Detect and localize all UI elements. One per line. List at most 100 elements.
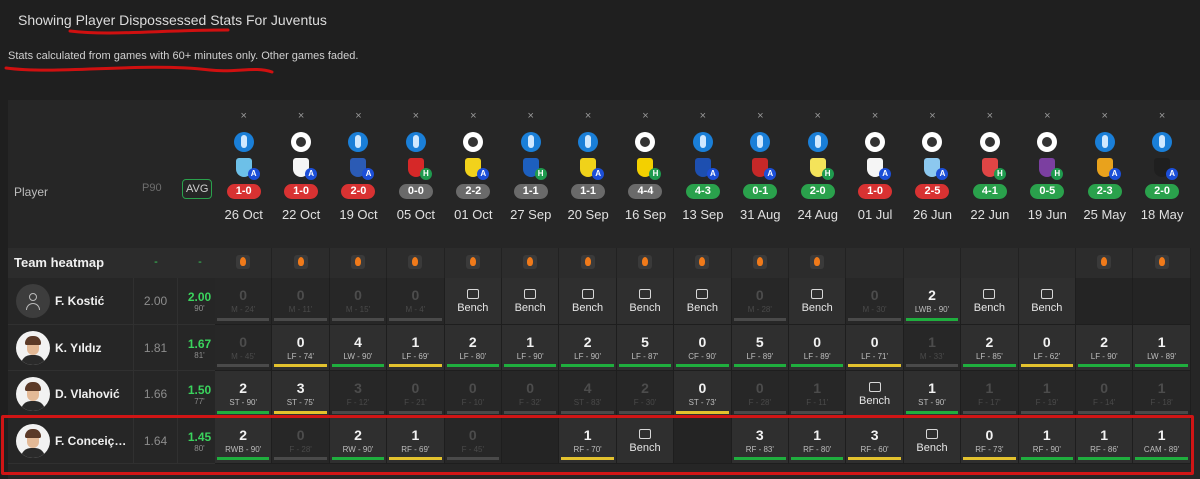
bench-cell[interactable]: Bench: [559, 278, 617, 325]
stat-cell[interactable]: 0 RF - 73': [961, 417, 1019, 464]
stat-cell[interactable]: 1 RF - 70': [559, 417, 617, 464]
player-name[interactable]: D. Vlahović: [55, 387, 120, 402]
avg-column-header[interactable]: AVG: [178, 130, 222, 248]
game-header-8[interactable]: A 4-3 13 Sep: [674, 130, 731, 248]
remove-game-0-close-icon[interactable]: ×: [240, 110, 247, 122]
team-heatmap-cell[interactable]: [1133, 248, 1191, 278]
game-header-1[interactable]: A 1-0 22 Oct: [272, 130, 329, 248]
remove-game-1-close-icon[interactable]: ×: [297, 110, 305, 122]
game-header-2[interactable]: A 2-0 19 Oct: [330, 130, 387, 248]
stat-cell[interactable]: 0 M - 11': [272, 278, 330, 325]
flame-icon[interactable]: [465, 255, 480, 269]
team-heatmap-cell[interactable]: [215, 248, 273, 278]
bench-cell[interactable]: Bench: [961, 278, 1019, 325]
flame-icon[interactable]: [752, 255, 767, 269]
stat-cell[interactable]: 1 RF - 86': [1076, 417, 1134, 464]
stat-cell[interactable]: 2 LF - 90': [559, 324, 617, 371]
bench-cell[interactable]: Bench: [502, 278, 560, 325]
bench-cell[interactable]: Bench: [444, 278, 502, 325]
game-header-6[interactable]: A 1-1 20 Sep: [559, 130, 616, 248]
team-heatmap-cell[interactable]: [387, 248, 445, 278]
remove-game-13-close-icon[interactable]: ×: [986, 110, 994, 122]
remove-game-5-close-icon[interactable]: ×: [527, 110, 534, 122]
remove-game-10-close-icon[interactable]: ×: [814, 110, 821, 122]
stat-cell[interactable]: 1 CAM - 89': [1133, 417, 1191, 464]
flame-icon[interactable]: [408, 255, 423, 269]
flame-icon[interactable]: [1097, 255, 1112, 269]
stat-cell[interactable]: 0 F - 14': [1076, 371, 1134, 418]
stat-cell[interactable]: 0 LF - 89': [789, 324, 847, 371]
stat-cell[interactable]: 1 LF - 90': [502, 324, 560, 371]
remove-game-8-close-icon[interactable]: ×: [699, 110, 707, 122]
flame-icon[interactable]: [637, 255, 652, 269]
team-heatmap-cell[interactable]: [674, 248, 732, 278]
bench-cell[interactable]: Bench: [903, 417, 962, 464]
stat-cell[interactable]: 0 F - 10': [444, 371, 502, 418]
stat-cell[interactable]: 3 RF - 83': [731, 417, 789, 464]
stat-cell[interactable]: 0 F - 28': [731, 371, 789, 418]
stat-cell[interactable]: 1 F - 18': [1133, 371, 1191, 418]
game-header-0[interactable]: A 1-0 26 Oct: [215, 130, 272, 248]
team-heatmap-cell[interactable]: [731, 248, 789, 278]
team-heatmap-cell[interactable]: [272, 248, 330, 278]
stat-cell[interactable]: 0 M - 28': [731, 278, 789, 325]
game-header-5[interactable]: H 1-1 27 Sep: [502, 130, 559, 248]
stat-cell[interactable]: 1 RF - 90': [1018, 417, 1076, 464]
stat-cell[interactable]: 1 F - 11': [789, 371, 847, 418]
p90-toggle[interactable]: P90: [142, 182, 162, 194]
stat-cell[interactable]: 2 RW - 90': [329, 417, 388, 464]
bench-cell[interactable]: Bench: [616, 278, 675, 325]
stat-cell[interactable]: 1 F - 19': [1018, 371, 1076, 418]
flame-icon[interactable]: [350, 255, 365, 269]
stat-cell[interactable]: 2 LWB - 90': [903, 278, 962, 325]
stat-cell[interactable]: 0 M - 30': [846, 278, 904, 325]
stat-cell[interactable]: 1 RF - 80': [789, 417, 847, 464]
stat-cell[interactable]: 0 M - 24': [215, 278, 273, 325]
stat-cell[interactable]: 0 CF - 90': [674, 324, 732, 371]
remove-game-4-close-icon[interactable]: ×: [470, 110, 477, 122]
p90-column-header[interactable]: P90: [134, 130, 178, 248]
stat-cell[interactable]: 4 LW - 90': [329, 324, 388, 371]
stat-cell[interactable]: 0 M - 15': [329, 278, 388, 325]
game-header-9[interactable]: A 0-1 31 Aug: [732, 130, 789, 248]
flame-icon[interactable]: [580, 255, 595, 269]
avg-toggle[interactable]: AVG: [182, 179, 213, 199]
stat-cell[interactable]: 2 ST - 90': [215, 371, 273, 418]
bench-cell[interactable]: Bench: [789, 278, 847, 325]
stat-cell[interactable]: 2 F - 30': [616, 371, 675, 418]
game-header-10[interactable]: H 2-0 24 Aug: [789, 130, 846, 248]
remove-game-15-close-icon[interactable]: ×: [1101, 110, 1108, 122]
stat-cell[interactable]: 2 LF - 90': [1076, 324, 1134, 371]
team-heatmap-cell[interactable]: [559, 248, 617, 278]
bench-cell[interactable]: Bench: [616, 417, 675, 464]
stat-cell[interactable]: 0 LF - 62': [1018, 324, 1076, 371]
stat-cell[interactable]: 2 RWB - 90': [215, 417, 273, 464]
remove-game-11-close-icon[interactable]: ×: [871, 110, 879, 122]
remove-game-2-close-icon[interactable]: ×: [355, 110, 362, 122]
game-header-4[interactable]: A 2-2 01 Oct: [445, 130, 502, 248]
stat-cell[interactable]: 0 M - 4': [387, 278, 445, 325]
player-name[interactable]: K. Yıldız: [55, 340, 102, 355]
flame-icon[interactable]: [236, 255, 251, 269]
team-heatmap-cell[interactable]: [789, 248, 847, 278]
stat-cell[interactable]: 2 LF - 85': [961, 324, 1019, 371]
game-header-15[interactable]: A 2-3 25 May: [1076, 130, 1133, 248]
game-header-11[interactable]: A 1-0 01 Jul: [846, 130, 903, 248]
game-header-16[interactable]: A 2-0 18 May: [1133, 130, 1190, 248]
stat-cell[interactable]: 5 LF - 89': [731, 324, 789, 371]
player-cell[interactable]: K. Yıldız: [8, 324, 134, 371]
remove-game-16-close-icon[interactable]: ×: [1158, 110, 1166, 122]
team-heatmap-cell[interactable]: [329, 248, 388, 278]
game-header-13[interactable]: H 4-1 22 Jun: [961, 130, 1018, 248]
bench-cell[interactable]: Bench: [846, 371, 904, 418]
remove-game-6-close-icon[interactable]: ×: [584, 110, 592, 122]
game-header-14[interactable]: H 0-5 19 Jun: [1019, 130, 1076, 248]
flame-icon[interactable]: [1154, 255, 1169, 269]
stat-cell[interactable]: 1 LW - 89': [1133, 324, 1191, 371]
stat-cell[interactable]: 0 LF - 74': [272, 324, 330, 371]
flame-icon[interactable]: [695, 255, 710, 269]
remove-game-9-close-icon[interactable]: ×: [757, 110, 764, 122]
